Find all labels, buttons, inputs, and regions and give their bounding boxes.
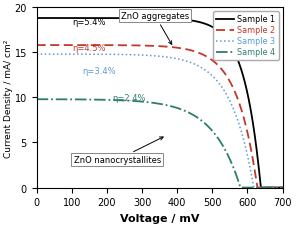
Sample 4	[204, 123, 207, 126]
Sample 1	[134, 18, 138, 20]
X-axis label: Voltage / mV: Voltage / mV	[120, 213, 200, 223]
Sample 3	[227, 97, 230, 100]
Sample 1	[259, 186, 263, 189]
Line: Sample 4: Sample 4	[37, 100, 283, 188]
Sample 4	[60, 99, 64, 101]
Sample 2	[143, 45, 147, 48]
Sample 1	[281, 186, 284, 189]
Sample 2	[231, 86, 235, 89]
Sample 4	[239, 186, 242, 189]
Sample 3	[281, 186, 284, 189]
Sample 4	[143, 101, 147, 104]
Line: Sample 2: Sample 2	[37, 46, 283, 188]
Sample 4	[35, 99, 38, 101]
Line: Sample 1: Sample 1	[37, 19, 283, 188]
Sample 3	[60, 54, 64, 56]
Sample 3	[143, 55, 147, 57]
Sample 2	[281, 186, 284, 189]
Sample 3	[231, 107, 235, 109]
Sample 2	[204, 55, 207, 58]
Sample 3	[204, 69, 207, 72]
Text: η=2.4%: η=2.4%	[112, 94, 146, 103]
Legend: Sample 1, Sample 2, Sample 3, Sample 4: Sample 1, Sample 2, Sample 3, Sample 4	[213, 12, 279, 60]
Sample 4	[281, 186, 284, 189]
Sample 2	[60, 44, 64, 47]
Text: ZnO nanocrystallites: ZnO nanocrystallites	[73, 137, 163, 165]
Sample 2	[227, 78, 230, 81]
Sample 1	[60, 17, 64, 20]
Text: η=4.5%: η=4.5%	[72, 43, 105, 52]
Sample 2	[134, 45, 138, 47]
Sample 4	[231, 165, 235, 168]
Sample 3	[35, 54, 38, 56]
Line: Sample 3: Sample 3	[37, 55, 283, 188]
Sample 4	[134, 100, 138, 103]
Sample 1	[227, 41, 230, 44]
Text: η=5.4%: η=5.4%	[72, 18, 105, 27]
Sample 1	[231, 48, 235, 51]
Sample 4	[227, 155, 230, 158]
Text: ZnO aggregates: ZnO aggregates	[121, 12, 189, 45]
Sample 1	[35, 17, 38, 20]
Text: η=3.4%: η=3.4%	[82, 67, 116, 76]
Sample 1	[204, 23, 207, 26]
Sample 3	[252, 186, 255, 189]
Sample 2	[256, 186, 259, 189]
Y-axis label: Current Density / mA/ cm²: Current Density / mA/ cm²	[4, 39, 13, 157]
Sample 2	[35, 44, 38, 47]
Sample 3	[134, 54, 138, 57]
Sample 1	[143, 18, 147, 20]
